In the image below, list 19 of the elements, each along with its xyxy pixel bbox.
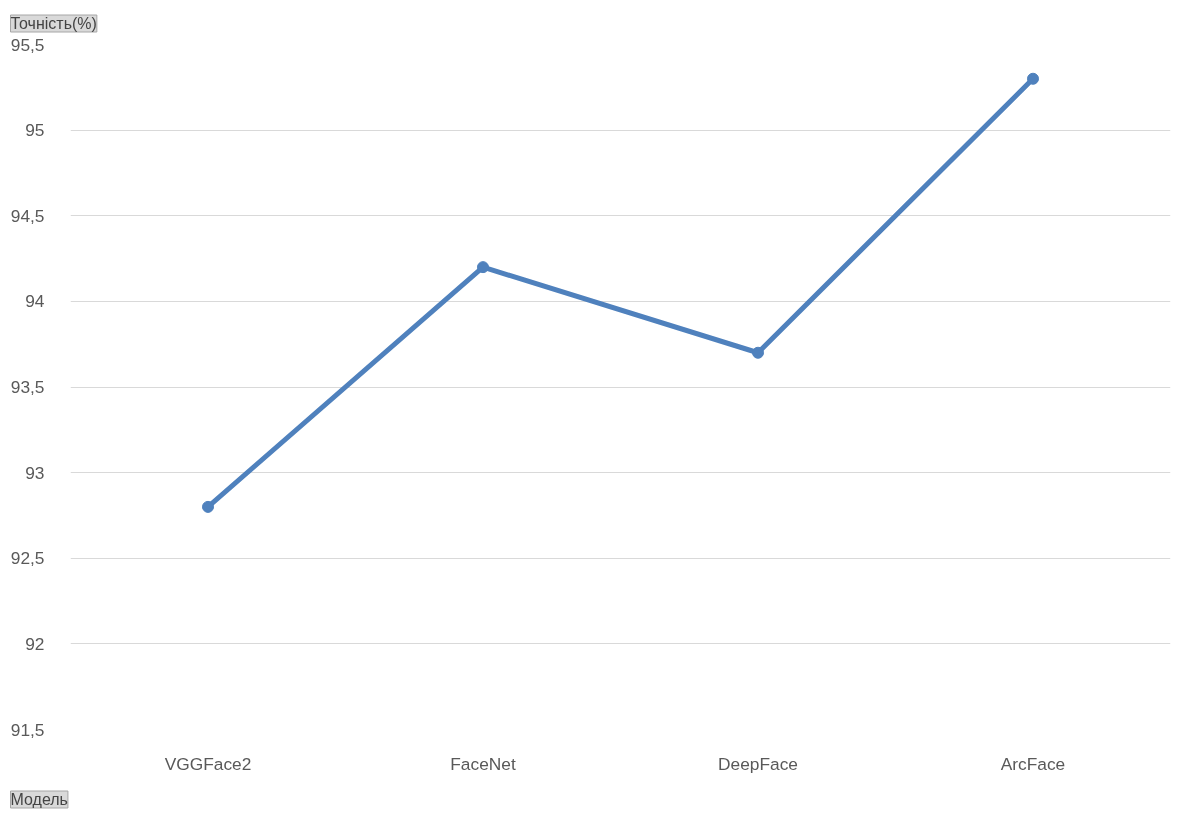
x-tick-label: DeepFace	[718, 753, 798, 774]
point	[477, 261, 489, 274]
y-tick-label: 92,5	[10, 548, 45, 569]
y-tick-label: 93,5	[10, 377, 45, 397]
point	[752, 346, 764, 359]
x-tick-label: FaceNet	[450, 753, 516, 774]
y-tick-label: 95,5	[10, 34, 45, 55]
x-axis-title: Модель	[10, 791, 68, 808]
x-tick-label: ArcFace	[1000, 753, 1066, 774]
point	[202, 500, 214, 513]
y-tick-label: 91,5	[10, 719, 45, 740]
y-tick-label: 94,5	[10, 205, 45, 226]
x-tick-label: VGGFace2	[164, 753, 252, 774]
y-axis-title: Точність(%)	[10, 15, 97, 32]
y-tick-label: 94	[25, 291, 45, 312]
point	[1027, 72, 1039, 85]
y-tick-label: 93	[25, 462, 45, 483]
y-tick-label: 92	[25, 633, 45, 654]
y-tick-label: 95	[25, 120, 45, 141]
